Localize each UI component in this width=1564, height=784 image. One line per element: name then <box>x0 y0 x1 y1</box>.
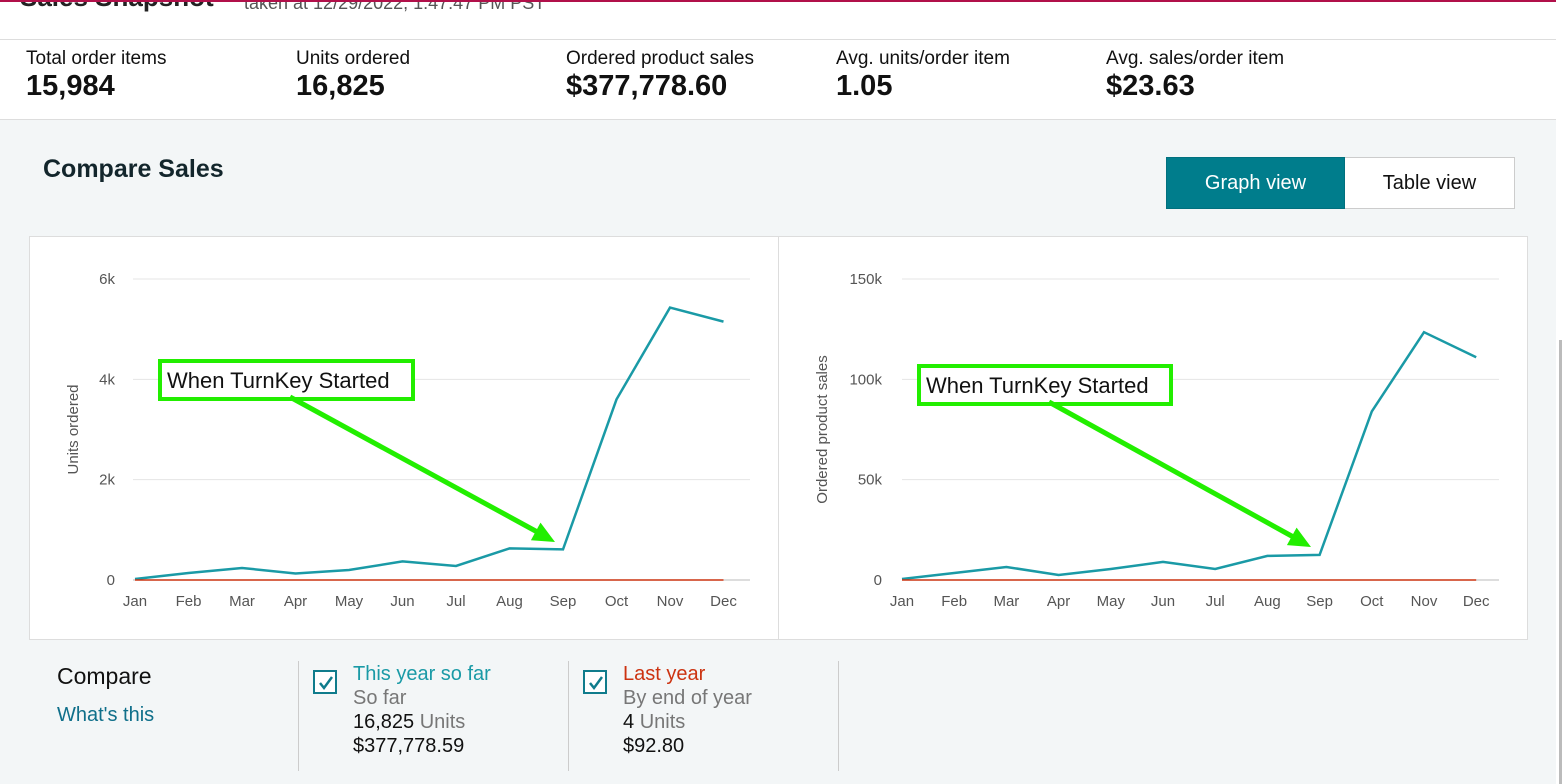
x-tick-label: Mar <box>993 593 1019 610</box>
x-tick-label: Apr <box>1047 593 1070 610</box>
legend-units-value: 4 <box>623 711 635 733</box>
snapshot-header: Sales Snapshot taken at 12/29/2022, 1:47… <box>0 2 1556 40</box>
check-icon <box>589 676 604 691</box>
y-axis-label: Units ordered <box>65 384 82 474</box>
x-tick-label: May <box>335 593 364 610</box>
y-tick-label: 0 <box>107 572 115 589</box>
legend-divider <box>298 661 299 771</box>
annotation-arrow-head <box>530 522 555 542</box>
metric-total-order-items: Total order items 15,984 <box>26 48 166 102</box>
annotation-arrow-shaft <box>1047 399 1299 542</box>
legend-units-word: Units <box>419 711 466 733</box>
snapshot-timestamp: taken at 12/29/2022, 1:47:47 PM PST <box>244 2 546 13</box>
y-tick-label: 150k <box>849 271 882 288</box>
x-tick-label: Jan <box>123 593 147 610</box>
scrollbar-thumb[interactable] <box>1559 340 1562 784</box>
compare-sales-title: Compare Sales <box>43 155 224 183</box>
metric-value: 16,825 <box>296 70 385 102</box>
legend-sales: $377,778.59 <box>353 735 465 757</box>
chart-svg: 0 50k 100k 150k Jan Feb Mar Apr May Jun Jul Aug Sep O… <box>814 271 1499 610</box>
legend-series-name: Last year <box>623 663 706 685</box>
metric-value: 1.05 <box>836 70 893 102</box>
metric-label: Ordered product sales <box>566 48 754 69</box>
view-toggle: Graph view Table view <box>1166 157 1515 209</box>
y-axis-label: Ordered product sales <box>814 355 831 503</box>
legend-units: 4 Units <box>623 710 752 734</box>
annotation-box <box>917 364 1173 406</box>
y-tick-label: 100k <box>849 371 882 388</box>
metric-avg-sales: Avg. sales/order item $23.63 <box>1106 48 1284 102</box>
legend-units-value: 16,825 <box>353 711 415 733</box>
annotation-box <box>158 359 415 401</box>
top-accent-bar <box>0 0 1564 2</box>
metric-label: Total order items <box>26 48 167 69</box>
metric-label: Avg. units/order item <box>836 48 1010 69</box>
table-view-button[interactable]: Table view <box>1345 157 1515 209</box>
annotation-text: When TurnKey Started <box>926 373 1149 398</box>
x-tick-label: Aug <box>1254 593 1281 610</box>
metric-label: Units ordered <box>296 48 411 69</box>
y-tick-label: 4k <box>99 371 115 388</box>
x-tick-label: Sep <box>550 593 577 610</box>
legend-sales: $92.80 <box>623 735 685 757</box>
x-tick-label: Dec <box>710 593 737 610</box>
last-year-checkbox[interactable] <box>583 670 607 694</box>
metric-avg-units: Avg. units/order item 1.05 <box>836 48 1010 102</box>
metrics-bar: Total order items 15,984 Units ordered 1… <box>0 40 1556 120</box>
x-tick-label: Dec <box>1463 593 1490 610</box>
x-tick-label: Jul <box>446 593 465 610</box>
this-year-checkbox[interactable] <box>313 670 337 694</box>
snapshot-title: Sales Snapshot <box>20 2 214 13</box>
x-tick-label: Aug <box>496 593 523 610</box>
x-tick-label: Jun <box>1151 593 1175 610</box>
y-tick-label: 0 <box>874 572 882 589</box>
legend-last-year-text: Last year By end of year 4 Units $92.80 <box>623 662 752 758</box>
this-year-series-line <box>134 306 724 581</box>
x-tick-label: Mar <box>229 593 255 610</box>
annotation-arrow-shaft <box>288 394 543 537</box>
x-tick-label: Feb <box>176 593 202 610</box>
metric-ordered-product-sales: Ordered product sales $377,778.60 <box>566 48 754 102</box>
chart-svg: 0 2k 4k 6k Jan Feb Mar Apr May Jun Jul Aug Sep Oct Nov… <box>65 271 750 610</box>
legend-sub: So far <box>353 687 407 709</box>
y-tick-label: 50k <box>858 472 883 489</box>
x-tick-label: Jan <box>890 593 914 610</box>
metric-value: $377,778.60 <box>566 70 728 102</box>
metric-label: Avg. sales/order item <box>1106 48 1285 69</box>
x-tick-label: Feb <box>941 593 967 610</box>
x-tick-label: May <box>1097 593 1126 610</box>
legend-units-word: Units <box>639 711 686 733</box>
annotation-text: When TurnKey Started <box>167 368 390 393</box>
whats-this-link[interactable]: What's this <box>57 704 155 726</box>
x-tick-label: Jul <box>1206 593 1225 610</box>
x-tick-label: Jun <box>390 593 414 610</box>
metric-value: $23.63 <box>1106 70 1195 102</box>
units-ordered-chart: 0 2k 4k 6k Jan Feb Mar Apr May Jun Jul Aug Sep Oct Nov… <box>29 236 779 640</box>
legend-units: 16,825 Units <box>353 710 491 734</box>
legend-this-year-text: This year so far So far 16,825 Units $37… <box>353 662 491 758</box>
legend-series-name: This year so far <box>353 663 491 685</box>
check-icon <box>319 676 334 691</box>
x-tick-label: Nov <box>657 593 684 610</box>
metric-units-ordered: Units ordered 16,825 <box>296 48 410 102</box>
y-tick-label: 2k <box>99 472 115 489</box>
x-tick-label: Oct <box>605 593 629 610</box>
x-tick-label: Sep <box>1306 593 1333 610</box>
x-tick-label: Oct <box>1360 593 1384 610</box>
legend-divider <box>838 661 839 771</box>
ordered-sales-chart: 0 50k 100k 150k Jan Feb Mar Apr May Jun Jul Aug Sep O… <box>778 236 1528 640</box>
metric-value: 15,984 <box>26 70 115 102</box>
legend-divider <box>568 661 569 771</box>
legend-sub: By end of year <box>623 687 752 709</box>
this-year-series-line <box>901 330 1477 581</box>
y-tick-label: 6k <box>99 271 115 288</box>
annotation-arrow-head <box>1286 527 1311 547</box>
compare-label: Compare <box>57 663 152 689</box>
x-tick-label: Nov <box>1411 593 1438 610</box>
x-tick-label: Apr <box>284 593 307 610</box>
graph-view-button[interactable]: Graph view <box>1166 157 1345 209</box>
